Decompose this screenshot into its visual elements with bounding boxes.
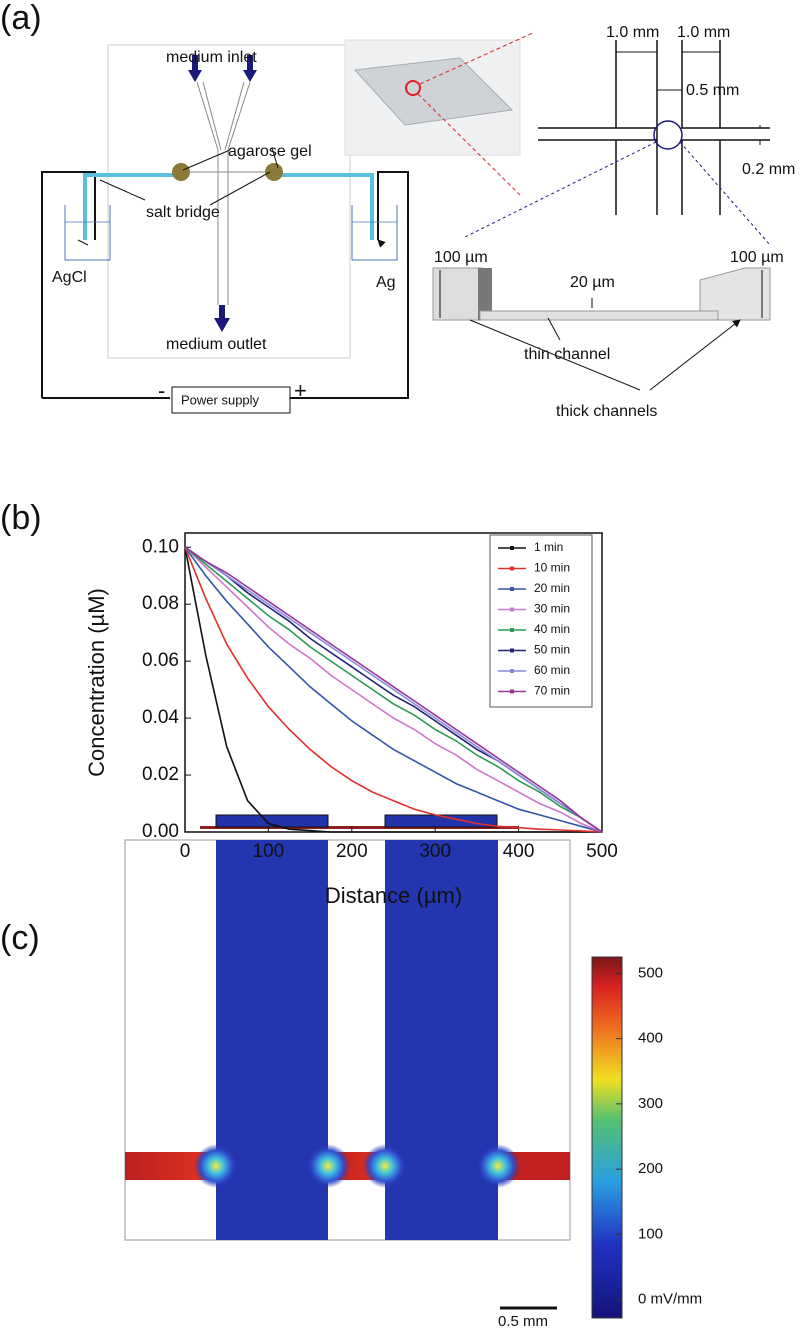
x-tick-label: 500: [586, 841, 618, 862]
legend-label: 20 min: [534, 581, 570, 595]
legend-label: 30 min: [534, 602, 570, 616]
legend-marker: [510, 648, 514, 653]
label: AgCl: [52, 269, 87, 286]
label: medium inlet: [166, 49, 257, 66]
agarose-gel: [265, 163, 283, 181]
legend-label: 60 min: [534, 663, 570, 677]
side-view: [384, 814, 498, 828]
colorbar-tick-label: 0 mV/mm: [638, 1291, 702, 1308]
colorbar-tick-label: 500: [638, 964, 663, 981]
pointer-arrow: [469, 318, 740, 391]
label: thick channels: [556, 403, 657, 420]
legend-label: 1 min: [534, 540, 563, 554]
legend-label: 50 min: [534, 643, 570, 657]
label: medium outlet: [166, 336, 267, 353]
colorbar-tick-label: 300: [638, 1095, 663, 1112]
label: 1.0 mm: [677, 24, 730, 41]
salt-bridge-tube: [83, 173, 374, 240]
label: 100 µm: [434, 249, 488, 266]
series-line: [184, 546, 603, 833]
legend-marker: [510, 607, 514, 612]
zoom-circle: [653, 120, 683, 150]
y-tick-label: 0.06: [142, 650, 179, 671]
label: 0.2 mm: [742, 161, 795, 178]
label: agarose gel: [228, 143, 312, 160]
scale-bar-label: 0.5 mm: [498, 1313, 548, 1330]
channel: [180, 81, 275, 305]
series-line: [184, 546, 603, 833]
x-tick-label: 400: [503, 841, 535, 862]
panel-c: 0.5 mm: [124, 814, 623, 1330]
label: 100 µm: [730, 249, 784, 266]
panel-a: [41, 31, 771, 414]
flow-arrow: [188, 55, 257, 332]
x-tick-label: 300: [419, 841, 451, 862]
legend-box: [489, 534, 593, 708]
y-tick-label: 0.02: [142, 764, 179, 785]
label: 20 µm: [570, 274, 615, 291]
channel-outline: [538, 40, 770, 215]
label: thin channel: [524, 346, 610, 363]
agarose-gel: [172, 163, 190, 181]
y-tick-label: 0.04: [142, 707, 179, 728]
pointer-arrow: [77, 147, 383, 245]
dimension-line: [439, 270, 763, 318]
y-tick-label: 0.08: [142, 593, 179, 614]
series-line: [184, 546, 603, 833]
chip-outline: [107, 44, 351, 359]
legend-marker: [510, 628, 514, 632]
legend-label: 70 min: [534, 684, 570, 698]
x-tick-label: 200: [336, 841, 368, 862]
legend-label: 40 min: [534, 622, 570, 636]
side-view: [215, 814, 329, 828]
series-line: [184, 547, 602, 833]
label: salt bridge: [146, 204, 220, 221]
label: Ag: [376, 274, 396, 291]
series-line: [184, 546, 603, 833]
colorbar-tick-label: 200: [638, 1160, 663, 1177]
zoom-line: [417, 31, 536, 196]
series-line: [184, 546, 603, 833]
thick-channel: [478, 268, 492, 320]
field-map: [476, 1144, 520, 1188]
legend-marker: [510, 566, 514, 571]
y-tick-label: 0.10: [142, 536, 179, 557]
chip-photo: [353, 57, 514, 126]
field-map: [194, 1144, 238, 1188]
side-view: [200, 826, 518, 829]
label: Power supply: [181, 392, 260, 407]
y-tick-label: 0.00: [142, 821, 179, 842]
circuit-wire: [41, 171, 409, 399]
beaker: [64, 205, 398, 261]
colorbar-tick-label: 400: [638, 1030, 663, 1047]
series-line: [184, 546, 603, 833]
label: 0.5 mm: [686, 82, 739, 99]
field-map: [363, 1144, 407, 1188]
label: +: [294, 378, 307, 403]
legend-marker: [510, 669, 514, 673]
legend-marker: [510, 587, 514, 591]
field-map: [306, 1144, 350, 1188]
legend-label: 10 min: [534, 561, 570, 575]
x-tick-label: 0: [180, 841, 191, 862]
zoom-line: [462, 141, 771, 246]
zoom-circle: [405, 80, 421, 96]
x-axis-title: Distance (µm): [325, 883, 462, 908]
label: -: [158, 378, 165, 403]
panel-label: (a): [0, 0, 42, 37]
panel-label: (b): [0, 499, 42, 537]
colorbar: [591, 956, 623, 1319]
x-tick-label: 100: [253, 841, 285, 862]
dimension-line: [616, 51, 761, 145]
label: 1.0 mm: [606, 24, 659, 41]
thick-channel: [432, 267, 484, 321]
y-axis-title: Concentration (µM): [84, 588, 109, 777]
legend-marker: [510, 546, 514, 550]
legend-marker: [510, 689, 514, 694]
colorbar-tick-label: 100: [638, 1225, 663, 1242]
panel-label: (c): [0, 919, 40, 957]
power-supply-box: [171, 386, 291, 414]
thin-channel: [479, 310, 719, 321]
